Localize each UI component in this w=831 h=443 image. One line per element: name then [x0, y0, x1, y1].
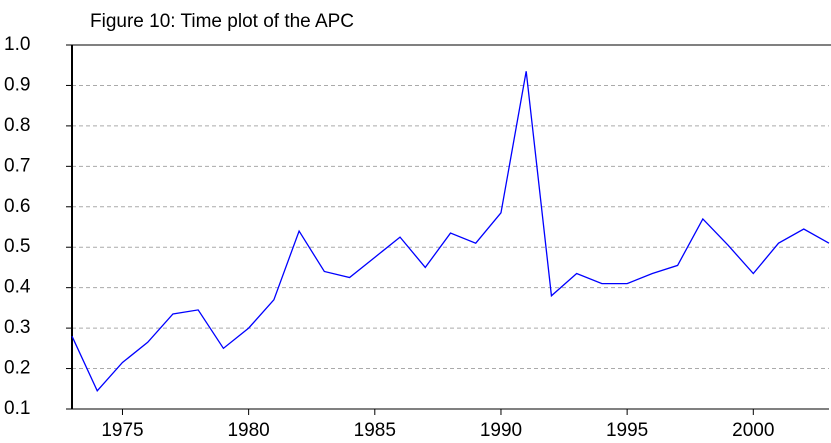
- x-tick-label: 1985: [354, 420, 396, 441]
- x-tick-label: 1980: [227, 420, 269, 441]
- y-tick-label: 0.4: [4, 277, 31, 298]
- y-tick-label: 0.7: [4, 155, 30, 176]
- y-tick-label: 0.8: [4, 115, 30, 136]
- y-tick-label: 0.9: [4, 74, 30, 95]
- x-tick-label: 1990: [480, 420, 522, 441]
- y-tick-label: 0.1: [4, 398, 30, 419]
- series-line: [71, 71, 830, 392]
- x-tick-label: 1975: [101, 420, 143, 441]
- y-tick-label: 0.2: [4, 358, 30, 379]
- y-tick-label: 0.6: [4, 196, 30, 217]
- y-tick-label: 0.5: [4, 236, 30, 257]
- chart-title: Figure 10: Time plot of the APC: [90, 11, 354, 32]
- y-tick-label: 0.3: [4, 317, 30, 338]
- x-tick-label: 1995: [606, 420, 648, 441]
- y-tick-label: 1.0: [4, 34, 30, 55]
- x-tick-label: 2000: [732, 420, 774, 441]
